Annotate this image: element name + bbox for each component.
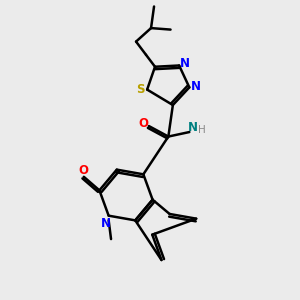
Text: N: N bbox=[191, 80, 201, 93]
Text: H: H bbox=[198, 124, 206, 135]
Text: N: N bbox=[188, 121, 198, 134]
Text: S: S bbox=[136, 83, 145, 96]
Text: O: O bbox=[79, 164, 88, 177]
Text: O: O bbox=[139, 117, 148, 130]
Text: N: N bbox=[100, 217, 111, 230]
Text: N: N bbox=[179, 57, 190, 70]
